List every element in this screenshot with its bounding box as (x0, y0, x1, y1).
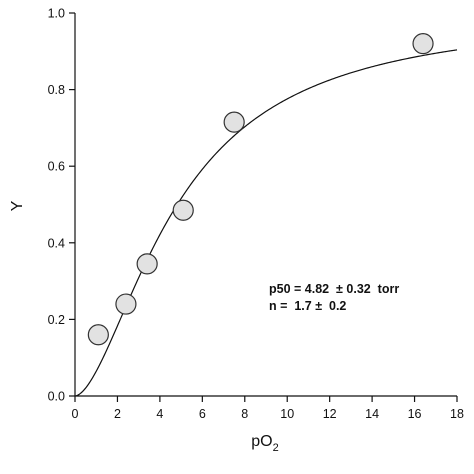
x-tick-label: 16 (408, 407, 422, 421)
y-tick-label: 0.4 (48, 236, 65, 250)
x-tick-label: 0 (72, 407, 79, 421)
y-tick-label: 1.0 (48, 7, 65, 21)
x-tick-label: 4 (156, 407, 163, 421)
annotation-p50: p50 = 4.82 ± 0.32 torr (269, 282, 399, 296)
x-tick-label: 10 (280, 407, 294, 421)
data-points (87, 33, 434, 346)
data-point (87, 324, 109, 346)
y-axis-title: Y (9, 200, 26, 211)
data-point (115, 293, 137, 315)
data-point (136, 253, 158, 275)
x-axis-title-subscript: 2 (273, 442, 279, 454)
hill-fit-curve (74, 49, 458, 397)
x-tick-label: 8 (241, 407, 248, 421)
data-point (172, 199, 194, 221)
x-axis-title: pO2 (251, 433, 278, 454)
x-tick-label: 2 (114, 407, 121, 421)
y-tick-label: 0.0 (48, 390, 65, 404)
y-tick-label: 0.8 (48, 83, 65, 97)
y-tick-label: 0.6 (48, 160, 65, 174)
x-ticks: 0 2 4 6 8 10 12 14 16 18 (72, 396, 464, 421)
annotation-n: n = 1.7 ± 0.2 (269, 299, 346, 313)
x-tick-label: 12 (323, 407, 337, 421)
y-ticks: 0.0 0.2 0.4 0.6 0.8 1.0 (48, 7, 75, 404)
x-tick-label: 6 (199, 407, 206, 421)
plot-frame (74, 13, 457, 397)
x-axis-title-main: pO (251, 433, 272, 450)
x-tick-label: 18 (450, 407, 464, 421)
x-tick-label: 14 (365, 407, 379, 421)
y-tick-label: 0.2 (48, 313, 65, 327)
data-point (412, 33, 434, 55)
data-point (223, 111, 245, 133)
